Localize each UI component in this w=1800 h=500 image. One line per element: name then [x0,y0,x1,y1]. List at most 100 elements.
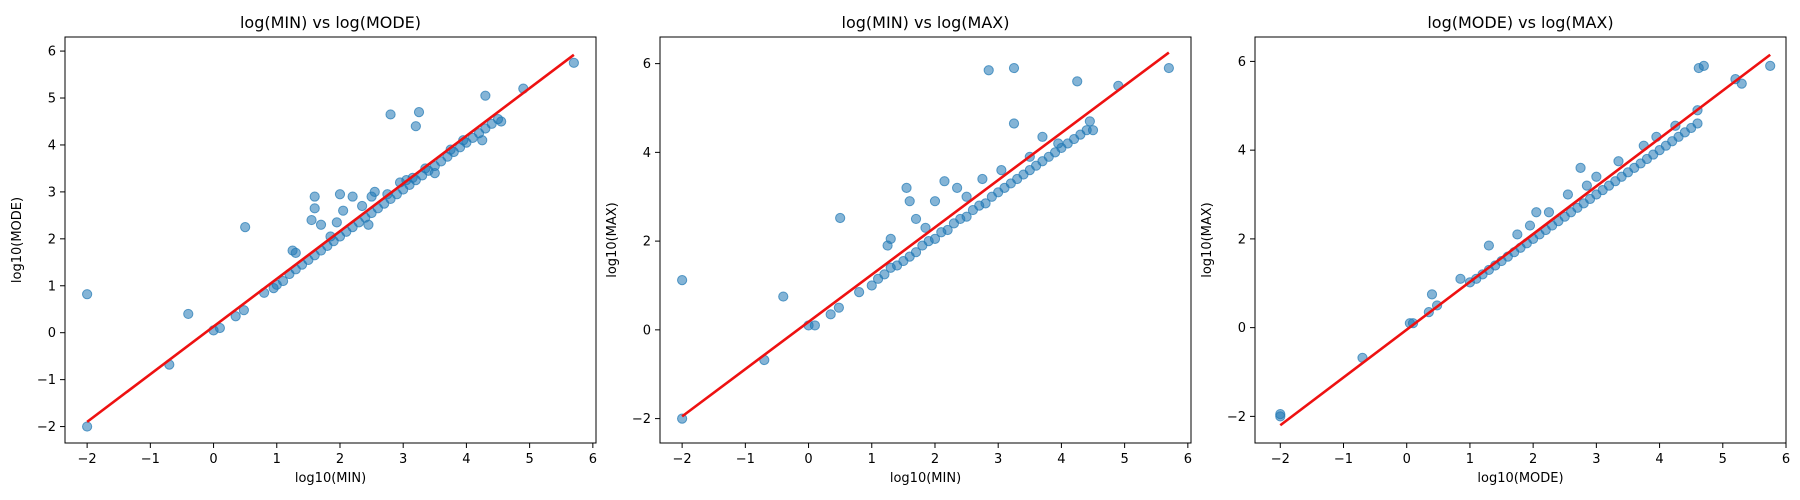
data-point [331,217,342,228]
y-axis-label: log10(MODE) [10,197,25,283]
y-tick-label: 2 [643,235,651,250]
y-tick-label: −2 [1227,410,1246,425]
data-point [369,186,380,197]
data-point [677,413,688,424]
data-point [920,222,931,233]
data-point [240,221,251,233]
x-tick-label: −1 [736,452,755,467]
chart-title: log(MODE) vs log(MAX) [1427,13,1613,32]
subplot-3: −2 −1 0 1 2 3 4 5 6 −2 0 2 4 6 log(MODE) vs log(MAX) lo… [1200,13,1790,486]
x-tick-label: −2 [78,452,97,467]
data-point [315,219,327,230]
x-tick-label: 6 [1184,452,1192,467]
data-point [1581,180,1592,191]
fit-line [681,51,1170,418]
data-point [306,214,317,226]
x-tick-label: −1 [141,452,160,467]
data-point [833,302,844,313]
data-point [1008,62,1020,74]
x-tick-label: 4 [1655,452,1663,467]
y-tick-label: 3 [48,185,56,200]
data-point [1072,76,1083,87]
data-point [1455,273,1466,284]
data-point [1531,207,1542,218]
data-point [1543,207,1555,218]
data-point [961,211,972,222]
y-tick-label: 5 [48,92,56,107]
x-tick-label: 5 [1719,452,1727,467]
axes-frame [64,36,597,444]
data-point [1575,162,1586,173]
data-point [910,213,922,225]
y-tick-label: 6 [48,45,56,60]
data-point [82,289,93,300]
y-tick-label: 4 [643,146,651,161]
data-point [357,200,368,212]
data-point [977,173,988,185]
data-point [854,287,865,298]
x-tick-label: 4 [462,452,470,467]
data-point [910,247,922,258]
x-tick-label: −1 [1334,452,1353,467]
x-tick-label: 1 [273,452,281,467]
y-axis-label: log10(MAX) [1200,202,1215,278]
data-point [1736,78,1747,89]
data-point [904,196,915,207]
subplot-1: −2 −1 0 1 2 3 4 5 6 −2 −1 0 1 2 3 4 5 6 log(MIN) vs log(MO… [10,13,597,486]
y-tick-label: −2 [37,420,56,435]
data-point [1087,125,1099,136]
data-point [1765,60,1776,71]
chart-title: log(MIN) vs log(MODE) [240,13,421,32]
x-tick-label: 6 [1782,452,1790,467]
x-tick-label: 0 [804,452,812,467]
data-point [277,275,289,287]
fit-line [86,53,575,423]
data-point [939,176,950,187]
data-point [480,90,491,101]
data-point [230,311,241,322]
y-tick-label: 2 [1238,232,1246,247]
data-point [778,291,789,302]
data-point [1562,189,1574,200]
data-point [334,189,346,200]
data-point [290,247,301,259]
y-tick-label: 0 [643,323,651,338]
data-point [1698,60,1709,71]
data-point [429,168,440,179]
data-point [1591,171,1602,182]
data-point [1163,62,1174,74]
data-point [980,198,991,209]
data-point [496,116,507,127]
data-point [1037,131,1048,142]
data-point [809,320,820,331]
x-tick-label: 3 [994,452,1002,467]
data-point [238,305,249,316]
data-point [885,233,896,244]
data-point [477,135,488,146]
data-point [568,57,579,68]
data-point [183,308,194,320]
y-tick-label: 6 [643,57,651,72]
data-point [1512,229,1523,240]
data-point [952,182,963,193]
y-tick-label: 0 [1238,321,1246,336]
x-axis-label: log10(MODE) [1477,471,1563,486]
data-point [677,275,688,286]
data-point [825,309,836,320]
data-point [413,106,425,118]
x-tick-label: 3 [399,452,407,467]
data-point [1524,220,1536,231]
data-point [929,233,941,244]
x-tick-label: 6 [589,452,597,467]
data-point [835,212,846,224]
data-point [410,121,421,132]
x-tick-label: 5 [1120,452,1128,467]
x-tick-label: −2 [1271,452,1290,467]
x-tick-label: −2 [673,452,692,467]
data-point [214,322,225,334]
x-tick-label: 4 [1057,452,1065,467]
data-point [1426,289,1438,300]
x-axis-label: log10(MIN) [890,471,961,486]
data-point [1008,118,1020,129]
data-point [309,203,320,214]
